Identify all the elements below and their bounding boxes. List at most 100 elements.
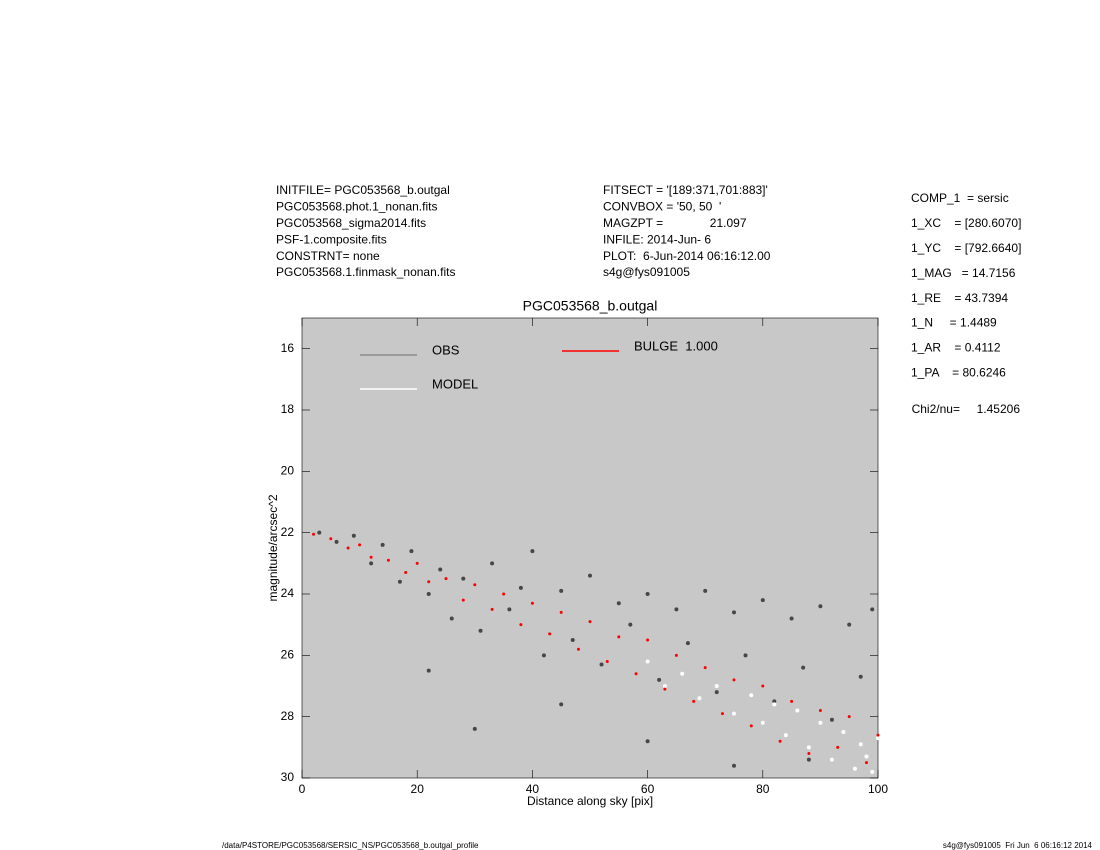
point xyxy=(588,620,592,624)
point xyxy=(662,684,667,688)
point xyxy=(530,601,534,605)
point xyxy=(409,549,414,554)
point xyxy=(749,724,753,728)
point xyxy=(507,607,512,612)
fit-param: 1_N = 1.4489 xyxy=(911,316,997,330)
fit-param: 1_RE = 43.7394 xyxy=(911,291,1008,305)
fit-param: 1_XC = [280.6070] xyxy=(911,216,1021,230)
point xyxy=(548,632,552,636)
point xyxy=(714,684,719,688)
footer-path: /data/P4STORE/PGC053568/SERSIC_NS/PGC053… xyxy=(222,841,479,850)
x-axis-label: Distance along sky [pix] xyxy=(527,794,653,808)
point xyxy=(761,684,765,688)
point xyxy=(836,745,840,749)
point xyxy=(426,592,431,596)
point xyxy=(692,699,696,703)
point xyxy=(502,592,506,596)
point xyxy=(818,604,823,609)
point xyxy=(858,742,863,747)
point xyxy=(351,533,356,538)
footer-stamp: s4g@fys091005 Fri Jun 6 06:16:12 2014 xyxy=(943,841,1093,850)
legend-label: OBS xyxy=(432,342,460,357)
info-mid: CONVBOX = '50, 50 ' xyxy=(603,200,721,214)
point xyxy=(397,579,402,584)
y-tick-label: 30 xyxy=(281,770,295,784)
point xyxy=(334,539,339,544)
point xyxy=(461,576,466,581)
info-left: PGC053568_sigma2014.fits xyxy=(276,216,426,230)
y-tick-label: 18 xyxy=(281,402,295,416)
point xyxy=(559,588,564,593)
x-tick-label: 60 xyxy=(641,782,655,796)
point xyxy=(386,558,390,562)
info-left: CONSTRNT= none xyxy=(276,249,380,263)
point xyxy=(657,677,662,682)
chi2: Chi2/nu= 1.45206 xyxy=(912,402,1021,416)
legend-label: BULGE 1.000 xyxy=(634,338,718,353)
point xyxy=(847,715,851,719)
point xyxy=(461,598,465,602)
info-mid: FITSECT = '[189:371,701:883]' xyxy=(603,183,768,197)
point xyxy=(444,577,448,581)
fit-param: 1_AR = 0.4112 xyxy=(911,341,1001,355)
fit-param: 1_YC = [792.6640] xyxy=(911,241,1021,255)
info-left: PGC053568.1.finmask_nonan.fits xyxy=(276,265,455,279)
info-mid: INFILE: 2014-Jun- 6 xyxy=(603,232,711,246)
point xyxy=(876,736,880,741)
point xyxy=(864,761,868,765)
point xyxy=(369,561,374,566)
point xyxy=(772,702,777,707)
point xyxy=(404,571,408,575)
point xyxy=(772,699,777,704)
point xyxy=(703,666,707,670)
legend-label: MODEL xyxy=(432,376,478,391)
point xyxy=(473,583,477,587)
point xyxy=(438,567,443,572)
y-tick-label: 20 xyxy=(281,464,295,478)
point xyxy=(628,622,633,627)
point xyxy=(732,678,736,682)
info-left: INITFILE= PGC053568_b.outgal xyxy=(276,183,450,197)
point xyxy=(732,763,736,768)
point xyxy=(847,622,852,627)
x-tick-label: 40 xyxy=(526,782,540,796)
info-left: PSF-1.composite.fits xyxy=(276,232,387,246)
point xyxy=(703,588,708,593)
point xyxy=(732,711,736,716)
point xyxy=(576,647,580,651)
point xyxy=(720,712,724,716)
chart-title: PGC053568_b.outgal xyxy=(523,298,658,314)
point xyxy=(490,561,495,566)
point xyxy=(806,745,811,750)
point xyxy=(807,751,811,755)
info-left: PGC053568.phot.1_nonan.fits xyxy=(276,200,437,214)
point xyxy=(605,659,609,663)
point xyxy=(570,638,575,642)
point xyxy=(663,687,667,691)
point xyxy=(760,598,765,603)
point xyxy=(864,754,869,759)
point xyxy=(732,610,736,615)
x-tick-label: 0 xyxy=(299,782,306,796)
point xyxy=(415,561,419,565)
x-tick-label: 100 xyxy=(868,782,888,796)
y-tick-label: 16 xyxy=(281,341,295,355)
point xyxy=(818,709,822,713)
fit-param: 1_PA = 80.6246 xyxy=(911,365,1006,379)
point xyxy=(790,699,794,703)
point xyxy=(841,730,846,734)
point xyxy=(541,653,546,658)
point xyxy=(329,537,333,541)
point xyxy=(478,628,483,633)
point xyxy=(472,726,477,731)
point xyxy=(559,702,564,707)
point xyxy=(714,690,719,695)
point xyxy=(645,659,650,664)
point xyxy=(427,580,431,584)
point xyxy=(588,573,592,578)
point xyxy=(490,607,494,611)
point xyxy=(674,607,679,612)
point xyxy=(778,739,782,743)
